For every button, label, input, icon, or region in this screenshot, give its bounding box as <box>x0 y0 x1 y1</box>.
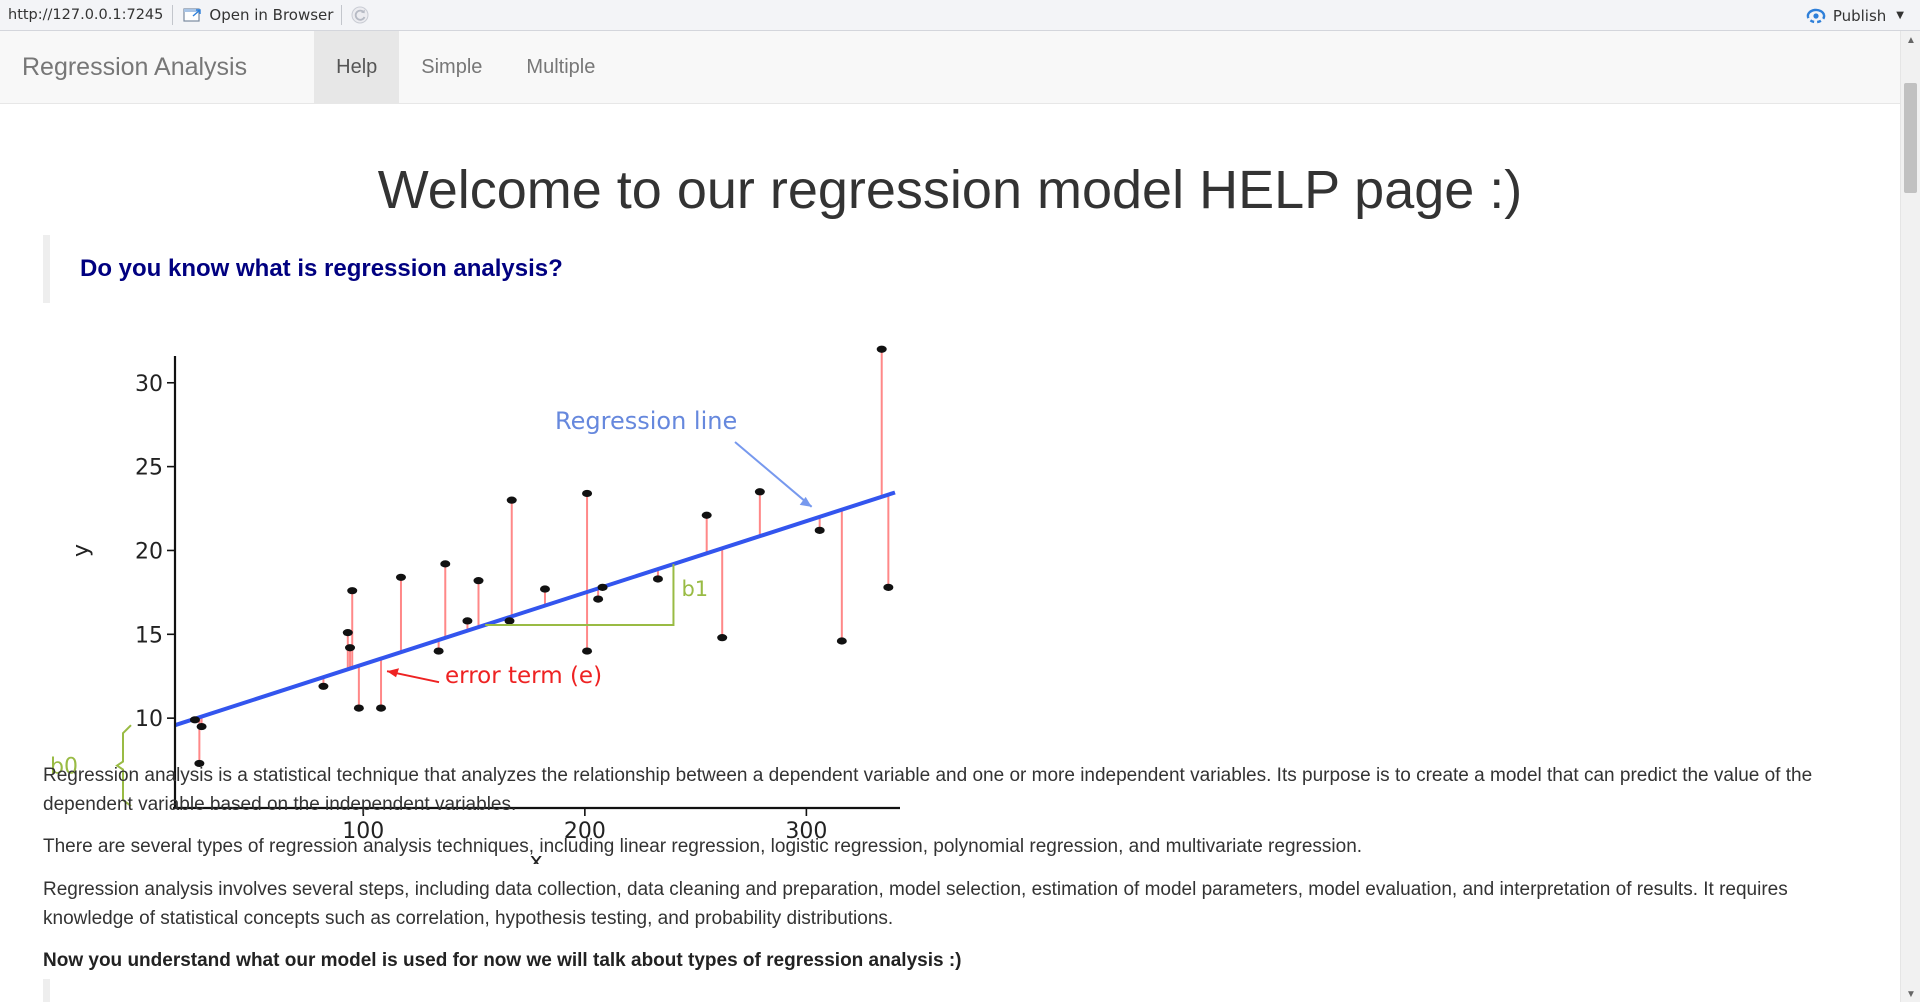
refresh-icon <box>351 6 369 24</box>
data-point <box>347 587 358 595</box>
data-point <box>814 526 825 534</box>
data-point <box>189 716 200 724</box>
data-point <box>395 573 406 581</box>
slope-triangle <box>485 564 675 626</box>
y-tick-label: 25 <box>135 456 163 481</box>
data-point <box>353 704 364 712</box>
data-point <box>539 585 550 593</box>
data-point <box>196 722 207 731</box>
paragraph-steps: Regression analysis involves several ste… <box>43 879 1788 929</box>
data-point <box>582 489 593 498</box>
refresh-button[interactable] <box>342 5 378 25</box>
arrow-head <box>799 496 812 507</box>
vertical-scrollbar[interactable]: ▲ ▼ <box>1900 31 1920 1002</box>
data-point <box>652 575 663 583</box>
publish-button[interactable]: Publish ▼ <box>1805 0 1904 31</box>
data-point <box>376 704 387 712</box>
data-point <box>876 345 887 353</box>
url-label: http://127.0.0.1:7245 <box>8 7 164 23</box>
y-tick-label: 10 <box>135 707 163 732</box>
viewer-toolbar: http://127.0.0.1:7245 Open in Browser Pu… <box>0 0 1920 31</box>
question-heading: Do you know what is regression analysis? <box>80 255 563 282</box>
y-tick-label: 30 <box>135 372 163 397</box>
data-point <box>318 682 329 690</box>
toolbar-divider <box>172 5 174 25</box>
slope-label: b1 <box>681 577 708 601</box>
intercept-label: b0 <box>50 755 78 780</box>
data-point <box>440 560 451 568</box>
y-axis-label: y <box>69 544 94 557</box>
scroll-up-icon[interactable]: ▲ <box>1906 35 1916 46</box>
y-tick-label: 20 <box>135 539 163 564</box>
x-tick-label: 300 <box>785 819 827 844</box>
x-tick-label: 100 <box>342 819 384 844</box>
navbar: Regression Analysis Help Simple Multiple <box>0 31 1900 104</box>
chart-annotations <box>115 441 813 807</box>
data-point <box>593 595 604 603</box>
question-blockquote: Do you know what is regression analysis? <box>43 235 1043 303</box>
scrollbar-thumb[interactable] <box>1904 83 1917 193</box>
x-axis-label: x <box>530 849 543 864</box>
data-point <box>836 637 847 645</box>
data-points <box>189 345 894 768</box>
data-point <box>433 647 444 655</box>
data-point <box>345 644 356 652</box>
page-title: Welcome to our regression model HELP pag… <box>377 160 1523 220</box>
intercept-bracket <box>115 724 132 807</box>
tab-help[interactable]: Help <box>314 31 400 103</box>
data-point <box>701 511 712 519</box>
paragraph-types: There are several types of regression an… <box>43 836 1363 857</box>
data-point <box>504 617 515 625</box>
data-point <box>473 577 484 585</box>
next-blockquote-border <box>43 979 50 1002</box>
data-point <box>597 583 608 591</box>
data-point <box>194 759 205 768</box>
data-point <box>462 617 473 625</box>
bold-transition-line: Now you understand what our model is use… <box>43 950 962 971</box>
data-point <box>883 583 894 591</box>
error-term-label: error term (e) <box>445 663 602 689</box>
x-tick-label: 200 <box>564 819 606 844</box>
regression-line <box>174 490 896 728</box>
app-brand[interactable]: Regression Analysis <box>22 52 248 81</box>
residual-lines <box>174 349 896 764</box>
open-in-browser-button[interactable]: Open in Browser <box>173 6 341 24</box>
data-point <box>754 488 765 496</box>
scroll-down-icon[interactable]: ▼ <box>1906 989 1916 1000</box>
toolbar-divider <box>341 5 343 25</box>
chevron-down-icon[interactable]: ▼ <box>1896 10 1904 21</box>
regression-line-arrow <box>734 441 813 508</box>
chart-axes: 10 15 20 25 30 100 200 300 <box>135 356 900 844</box>
publish-label: Publish <box>1832 6 1887 25</box>
paragraph-definition: Regression analysis is a statistical tec… <box>43 765 1813 815</box>
browser-window-icon <box>183 8 202 22</box>
data-point <box>717 634 728 642</box>
data-point <box>506 496 517 504</box>
tab-simple[interactable]: Simple <box>421 55 483 78</box>
open-in-browser-label: Open in Browser <box>209 6 334 24</box>
y-tick-label: 15 <box>135 623 163 648</box>
tab-multiple[interactable]: Multiple <box>526 55 596 78</box>
data-point <box>342 629 353 637</box>
data-point <box>582 647 593 655</box>
arrow-head <box>387 668 400 678</box>
publish-icon <box>1806 8 1826 23</box>
help-page-content: Welcome to our regression model HELP pag… <box>0 104 1900 1002</box>
regression-line-label: Regression line <box>555 407 737 435</box>
